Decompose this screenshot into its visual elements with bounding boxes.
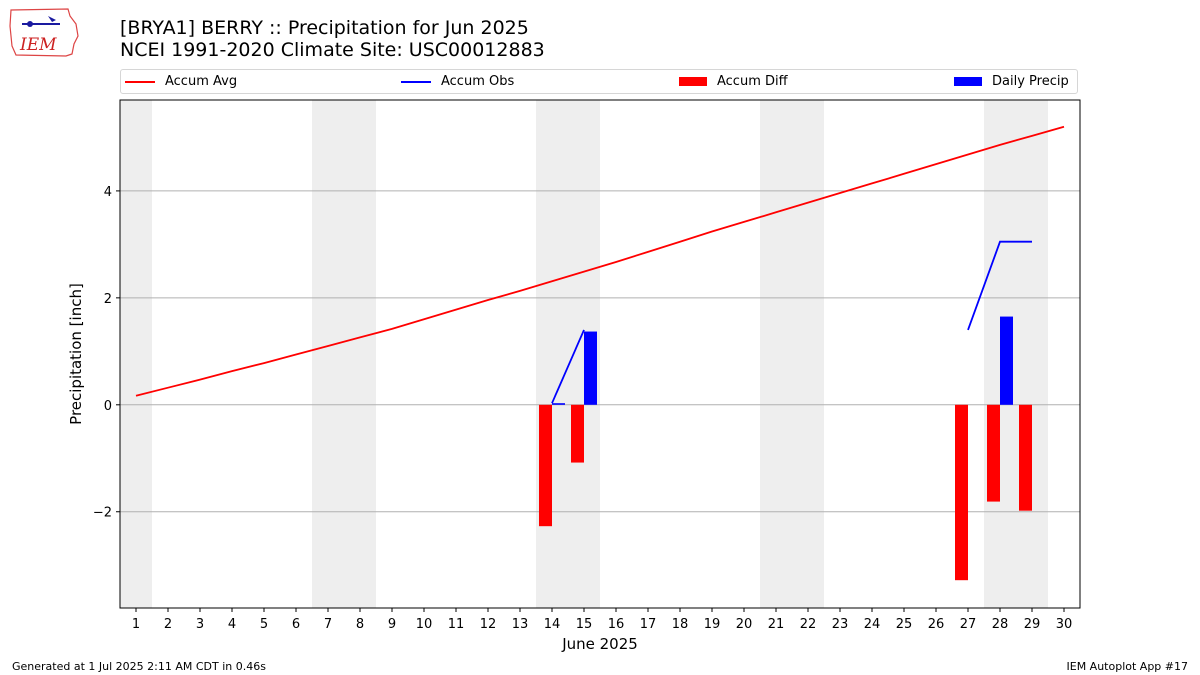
y-tick-label: −2 [93, 506, 112, 521]
plot-frame [119, 99, 1081, 609]
title-line-2: NCEI 1991-2020 Climate Site: USC00012883 [120, 39, 545, 61]
legend-item-accum-avg: Accum Avg [125, 70, 237, 93]
x-tick-label: 16 [608, 617, 625, 632]
y-tick-label: 4 [104, 185, 112, 200]
accum-diff-bar [1019, 404, 1032, 511]
y-tick-label: 2 [104, 292, 112, 307]
legend-label: Accum Avg [165, 74, 238, 89]
accum-diff-bar [987, 404, 1000, 502]
weekend-shade [792, 100, 824, 608]
accum-avg-line [135, 125, 1065, 397]
legend-swatch-blue-bar [954, 77, 982, 86]
x-tick-label: 25 [896, 617, 913, 632]
weekend-shade [1016, 100, 1048, 608]
x-tick-label: 26 [928, 617, 945, 632]
x-tick-label: 23 [832, 617, 849, 632]
x-axis-label: June 2025 [561, 635, 638, 653]
weekend-shade [312, 100, 344, 608]
x-tick-label: 20 [736, 617, 753, 632]
logo-text: IEM [19, 35, 57, 55]
x-tick-label: 14 [544, 617, 561, 632]
legend-label: Accum Diff [717, 74, 788, 89]
legend-swatch-red-bar [679, 77, 707, 86]
y-axis-label: Precipitation [inch] [67, 283, 85, 425]
x-tick-label: 19 [704, 617, 721, 632]
x-tick-label: 8 [356, 617, 364, 632]
legend-item-accum-diff: Accum Diff [679, 70, 788, 93]
iem-logo: IEM [9, 8, 79, 57]
x-tick-label: 3 [196, 617, 204, 632]
title-line-1: [BRYA1] BERRY :: Precipitation for Jun 2… [120, 17, 529, 39]
weekend-shade [536, 100, 568, 608]
legend-label: Daily Precip [992, 74, 1069, 89]
accum-diff-bar [571, 404, 584, 463]
x-tick-label: 11 [448, 617, 465, 632]
x-tick-label: 18 [672, 617, 689, 632]
x-tick-label: 30 [1056, 617, 1073, 632]
weekend-shade [344, 100, 376, 608]
legend-label: Accum Obs [441, 74, 515, 89]
chart-title: [BRYA1] BERRY :: Precipitation for Jun 2… [120, 17, 545, 61]
daily-precip-bar [552, 403, 565, 405]
legend-item-accum-obs: Accum Obs [401, 70, 514, 93]
x-tick-label: 29 [1024, 617, 1041, 632]
accum-obs-line [967, 240, 1032, 331]
accum-obs-line [551, 329, 585, 404]
x-tick-label: 10 [416, 617, 433, 632]
x-tick-label: 9 [388, 617, 396, 632]
accum-diff-bar [539, 404, 552, 527]
x-tick-label: 2 [164, 617, 172, 632]
legend-item-daily-precip: Daily Precip [954, 70, 1069, 93]
x-tick-label: 24 [864, 617, 881, 632]
x-tick-label: 28 [992, 617, 1009, 632]
weekend-shade [120, 100, 152, 608]
x-tick-label: 13 [512, 617, 529, 632]
x-tick-label: 4 [228, 617, 236, 632]
legend-swatch-red-line [125, 80, 155, 83]
daily-precip-bar [584, 331, 597, 405]
y-tick-label: 0 [104, 399, 112, 414]
x-tick-label: 5 [260, 617, 268, 632]
accum-diff-bar [955, 404, 968, 581]
x-tick-label: 6 [292, 617, 300, 632]
iowa-outline-icon [9, 8, 79, 57]
x-tick-label: 15 [576, 617, 593, 632]
daily-precip-bar [1000, 316, 1013, 405]
footer-generated: Generated at 1 Jul 2025 2:11 AM CDT in 0… [12, 660, 266, 673]
x-tick-label: 12 [480, 617, 497, 632]
legend-swatch-blue-line [401, 80, 431, 83]
legend: Accum Avg Accum Obs Accum Diff Daily Pre… [120, 69, 1078, 94]
x-tick-label: 22 [800, 617, 817, 632]
x-tick-label: 21 [768, 617, 785, 632]
weekend-shade [760, 100, 792, 608]
x-tick-label: 17 [640, 617, 657, 632]
x-tick-label: 27 [960, 617, 977, 632]
footer-app: IEM Autoplot App #17 [1066, 660, 1189, 673]
x-tick-label: 1 [132, 617, 140, 632]
x-tick-label: 7 [324, 617, 332, 632]
